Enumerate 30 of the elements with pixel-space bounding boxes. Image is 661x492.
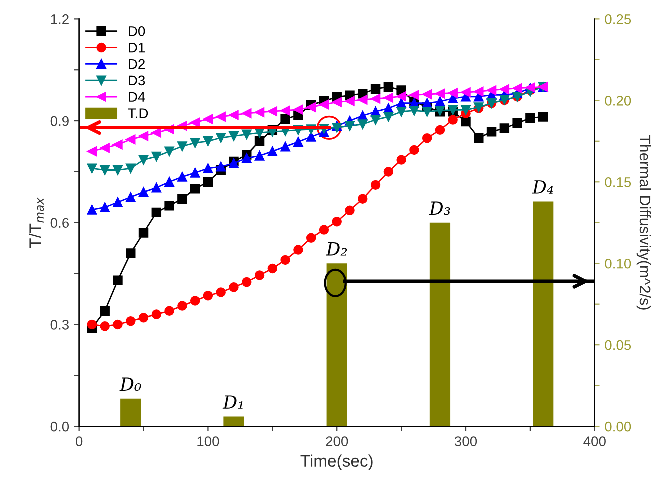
- y-axis-title: T/T$_{max}$: [29, 198, 44, 248]
- legend-label: D4: [129, 92, 146, 102]
- y2-tick-label: 0.20: [605, 96, 632, 106]
- annotation: D₂: [326, 242, 348, 256]
- x-tick-label: 400: [584, 436, 606, 446]
- y-tick-label: 1.2: [51, 14, 69, 24]
- y2-tick-label: 0.15: [605, 177, 632, 188]
- x-tick-label: 200: [326, 436, 348, 446]
- y2-tick-label: 0.05: [605, 340, 632, 350]
- annotation: D₀: [120, 378, 142, 392]
- x-tick-label: 100: [198, 436, 220, 446]
- y2-tick-label: 0.10: [605, 258, 632, 269]
- legend-label: D3: [129, 76, 146, 86]
- annotation: D₃: [429, 202, 450, 216]
- y2-axis-title: Thermal Diffusivity(m^2/s): [636, 135, 652, 310]
- annotation: D₁: [222, 396, 243, 409]
- legend-label: T.D: [128, 108, 148, 118]
- legend-label: D0: [129, 26, 146, 36]
- x-tick-label: 0: [76, 436, 83, 446]
- legend-label: D2: [129, 59, 145, 70]
- x-axis-title: Time(sec): [300, 454, 373, 470]
- y-tick-label: 0.0: [50, 422, 70, 432]
- y-tick-label: 0.3: [50, 320, 69, 330]
- legend-label: D1: [129, 43, 146, 53]
- y-tick-label: 0.9: [50, 116, 69, 126]
- y2-tick-label: 0.25: [605, 14, 632, 24]
- x-tick-label: 300: [454, 436, 478, 446]
- y-tick-label: 0.6: [50, 218, 69, 228]
- y2-tick-label: 0.00: [605, 422, 632, 432]
- annotation: D₄: [532, 180, 554, 194]
